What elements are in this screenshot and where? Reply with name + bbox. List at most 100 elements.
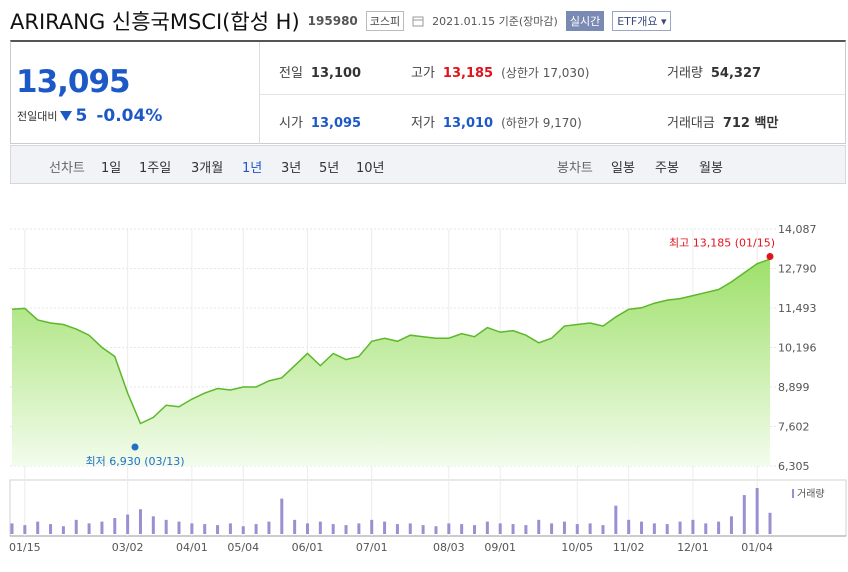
- x-tick-label: 08/03: [433, 541, 465, 554]
- volume-bar: [524, 525, 528, 534]
- date: 2021.01.15 기준(장마감): [432, 15, 558, 28]
- volume-bar: [190, 523, 194, 534]
- stat-note: (하한가 9,170): [501, 116, 582, 130]
- y-tick-label: 8,899: [778, 381, 810, 394]
- down-arrow: [60, 111, 73, 121]
- legend-swatch: [792, 489, 794, 498]
- volume-bar: [138, 509, 142, 534]
- stat-label: 전일: [279, 66, 303, 81]
- volume-bar: [691, 519, 695, 534]
- volume-bar: [665, 524, 669, 534]
- low-label: 최저 6,930 (03/13): [85, 455, 184, 468]
- candle-tab[interactable]: 월봉: [699, 161, 723, 176]
- period-tab[interactable]: 5년: [319, 161, 340, 176]
- volume-bar: [408, 523, 412, 534]
- y-tick-label: 10,196: [778, 342, 817, 355]
- volume-bar: [254, 524, 258, 534]
- price-area: [12, 259, 770, 466]
- y-tick-label: 14,087: [778, 223, 817, 236]
- tab-bar: 선차트 1일 1주일 3개월 1년 3년 5년 10년 봉차트 일봉 주봉 월봉: [10, 145, 846, 184]
- volume-bar: [280, 498, 284, 534]
- volume-bar: [717, 521, 721, 534]
- stat: 거래대금 712 백만: [667, 112, 778, 131]
- stat-value: 13,185: [442, 66, 494, 81]
- volume-bar: [164, 519, 168, 534]
- volume-bar: [614, 505, 618, 534]
- volume-bar: [241, 526, 245, 534]
- x-tick-label: 04/01: [176, 541, 208, 554]
- change: 전일대비 5 -0.04%: [17, 106, 162, 126]
- stat-value: 712 백만: [722, 116, 779, 131]
- legend-label: 거래량: [797, 488, 825, 500]
- line-chart-label: 선차트: [49, 161, 85, 176]
- period-tab[interactable]: 10년: [356, 161, 385, 176]
- volume-bar: [678, 521, 682, 534]
- volume-bar: [627, 519, 631, 534]
- volume-bar: [203, 524, 207, 534]
- x-tick-label: 01/04: [741, 541, 773, 554]
- volume-bar: [293, 519, 297, 534]
- period-tab[interactable]: 1주일: [139, 161, 172, 176]
- etf-label: ETF개요: [617, 15, 658, 28]
- volume-bar: [318, 521, 322, 534]
- change-value: 5: [75, 106, 88, 126]
- period-tab[interactable]: 3개월: [191, 161, 224, 176]
- stat-value: 13,095: [310, 116, 362, 131]
- volume-bar: [74, 519, 78, 534]
- volume-bar: [36, 521, 40, 534]
- x-tick-label: 12/01: [677, 541, 709, 554]
- high-marker: [766, 252, 774, 260]
- volume-bar: [575, 524, 579, 534]
- volume-bar: [267, 521, 271, 534]
- volume-bar: [588, 523, 592, 534]
- x-tick-label: 11/02: [613, 541, 645, 554]
- change-label: 전일대비: [17, 110, 58, 123]
- volume-bar: [742, 495, 746, 534]
- etf-button[interactable]: ETF개요 ▾: [612, 11, 672, 31]
- stat: 전일 13,100: [279, 62, 361, 81]
- volume-bar: [344, 525, 348, 534]
- period-tab[interactable]: 3년: [281, 161, 302, 176]
- low-marker: [131, 443, 139, 451]
- volume-bar: [768, 512, 772, 534]
- stat-label: 저가: [411, 116, 435, 131]
- volume-bar: [460, 524, 464, 534]
- stat-label: 고가: [411, 66, 435, 81]
- volume-bar: [23, 525, 27, 534]
- y-tick-label: 12,790: [778, 263, 817, 276]
- code: 195980: [307, 14, 358, 28]
- period-tab[interactable]: 1일: [101, 161, 122, 176]
- stat-value: 54,327: [710, 66, 762, 81]
- candle-chart-label: 봉차트: [557, 161, 593, 176]
- volume-bar: [601, 525, 605, 534]
- realtime-button[interactable]: 실시간: [565, 11, 605, 31]
- stat: 저가 13,010 (하한가 9,170): [411, 112, 582, 131]
- volume-bar: [473, 525, 477, 534]
- x-tick-label: 05/04: [227, 541, 259, 554]
- volume-bar: [61, 526, 65, 534]
- volume-bar: [498, 523, 502, 534]
- volume-bar: [331, 524, 335, 534]
- volume-bar: [421, 525, 425, 534]
- calendar-icon: [412, 16, 424, 27]
- volume-bar: [305, 523, 309, 534]
- volume-bar: [49, 524, 53, 534]
- candle-tab[interactable]: 주봉: [655, 161, 679, 176]
- x-tick-label: 07/01: [356, 541, 388, 554]
- stat-label: 거래량: [667, 66, 703, 81]
- volume-bar: [729, 516, 733, 534]
- y-tick-label: 7,602: [778, 421, 810, 434]
- stat-value: 13,100: [310, 66, 362, 81]
- stat-value: 13,010: [442, 116, 494, 131]
- stat-label: 시가: [279, 116, 303, 131]
- stat-label: 거래대금: [667, 116, 715, 131]
- period-tab[interactable]: 1년: [242, 161, 263, 176]
- volume-bar: [10, 523, 14, 534]
- candle-tab[interactable]: 일봉: [611, 161, 635, 176]
- y-tick-label: 11,493: [778, 302, 817, 315]
- volume-bar: [640, 521, 644, 534]
- price-line: [11, 258, 771, 425]
- volume-bar: [113, 518, 117, 534]
- volume-bar: [370, 519, 374, 534]
